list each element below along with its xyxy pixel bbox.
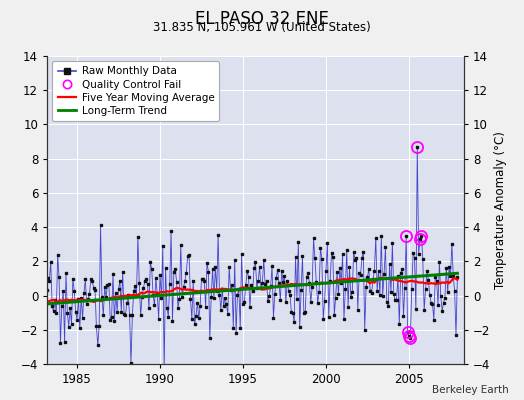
Text: 31.835 N, 105.961 W (United States): 31.835 N, 105.961 W (United States) — [153, 21, 371, 34]
Y-axis label: Temperature Anomaly (°C): Temperature Anomaly (°C) — [494, 131, 507, 289]
Legend: Raw Monthly Data, Quality Control Fail, Five Year Moving Average, Long-Term Tren: Raw Monthly Data, Quality Control Fail, … — [52, 61, 220, 121]
Text: Berkeley Earth: Berkeley Earth — [432, 385, 508, 395]
Text: EL PASO 32 ENE: EL PASO 32 ENE — [195, 10, 329, 28]
